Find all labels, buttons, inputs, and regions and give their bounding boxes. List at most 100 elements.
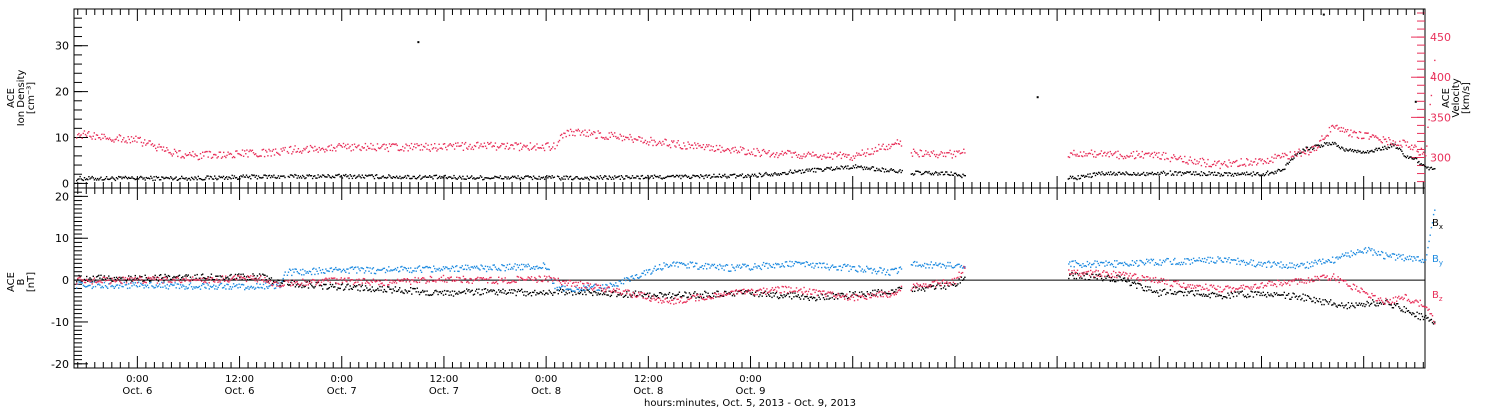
density-point [715, 176, 717, 178]
velocity-point [895, 143, 897, 145]
b-y-point [948, 265, 950, 267]
velocity-point [958, 150, 960, 152]
density-point [498, 177, 500, 179]
density-point [746, 176, 748, 178]
velocity-point [1371, 134, 1374, 136]
density-point [268, 174, 271, 177]
b-y-point [828, 269, 830, 271]
velocity-point [1230, 165, 1232, 167]
density-point [801, 169, 804, 171]
velocity-point [339, 144, 341, 146]
density-point [728, 176, 730, 179]
b-z-point [339, 278, 341, 281]
b-z-point [171, 281, 173, 284]
b-x-point [1186, 294, 1188, 297]
b-z-point [380, 282, 382, 285]
b-y-point [314, 273, 316, 276]
b-y-point [1250, 259, 1252, 261]
density-point [154, 179, 156, 181]
velocity-point [590, 132, 593, 134]
velocity-point [641, 137, 643, 139]
b-y-point [1412, 260, 1414, 262]
b-x-point [1122, 277, 1125, 280]
b-z-point [139, 276, 141, 278]
b-x-point [666, 297, 668, 299]
density-point [262, 176, 264, 179]
b-z-point [447, 277, 449, 279]
density-point [797, 170, 799, 173]
b-z-point [233, 275, 236, 277]
b-y-point [1140, 260, 1142, 262]
b-x-point [1194, 295, 1196, 297]
density-point [362, 176, 365, 179]
velocity-point [1269, 160, 1271, 162]
b-y-point [1241, 260, 1243, 263]
velocity-point [1184, 155, 1186, 158]
density-point [842, 168, 845, 170]
density-point [1111, 173, 1113, 176]
b-y-point [715, 267, 718, 269]
density-point [769, 175, 772, 177]
velocity-point [557, 141, 560, 143]
density-point [1180, 174, 1183, 177]
b-z-point [346, 281, 348, 283]
b-x-point [523, 294, 525, 296]
b-y-point [1311, 261, 1313, 263]
b-y-point [1304, 267, 1306, 269]
velocity-point [1209, 165, 1211, 168]
density-point [863, 166, 866, 168]
density-point [1179, 171, 1182, 173]
density-point [87, 178, 89, 181]
b-x-point [317, 281, 320, 284]
b-y-point [764, 265, 766, 267]
velocity-point [605, 136, 607, 139]
b-x-point [1083, 275, 1085, 277]
b-x-point [1322, 299, 1324, 301]
b-z-point [317, 281, 319, 283]
b-x-point [77, 278, 79, 281]
velocity-point [1319, 140, 1321, 142]
b-y-point [731, 264, 733, 266]
b-y-point [1392, 253, 1395, 255]
density-point [739, 174, 741, 176]
density-point [1241, 172, 1243, 174]
velocity-point [745, 153, 747, 156]
velocity-point [687, 141, 689, 143]
b-x-point [535, 294, 537, 296]
b-y-point [927, 263, 929, 266]
density-point [186, 179, 188, 181]
b-y-point [518, 264, 521, 266]
b-y-point [911, 264, 914, 266]
b-x-point [508, 289, 511, 291]
velocity-point [888, 143, 890, 146]
b-y-point [1211, 257, 1214, 259]
b-y-point [583, 285, 585, 287]
b-x-point [1293, 293, 1295, 295]
b-y-point [1314, 259, 1316, 262]
b-z-point [466, 281, 468, 283]
b-y-point [1268, 260, 1270, 262]
b-y-point [1429, 234, 1431, 236]
velocity-point [830, 153, 833, 155]
b-y-point [798, 261, 800, 264]
velocity-point [1378, 139, 1380, 141]
density-point [1153, 173, 1156, 175]
b-z-point [334, 277, 336, 279]
b-z-point [133, 278, 135, 280]
b-y-point [644, 274, 647, 276]
velocity-point [388, 143, 391, 145]
b-y-point [1165, 259, 1167, 261]
b-x-point [1097, 274, 1099, 276]
b-x-point [145, 277, 147, 279]
density-point [1236, 174, 1238, 176]
b-x-point [651, 295, 653, 297]
velocity-point [1393, 143, 1395, 146]
velocity-point [238, 153, 240, 155]
b-x-point [1428, 320, 1430, 322]
velocity-point [1109, 150, 1111, 153]
b-x-point [1173, 293, 1175, 295]
density-point [1129, 173, 1132, 176]
b-y-point [1421, 258, 1424, 261]
b-y-point [255, 287, 257, 289]
density-point [571, 178, 573, 181]
